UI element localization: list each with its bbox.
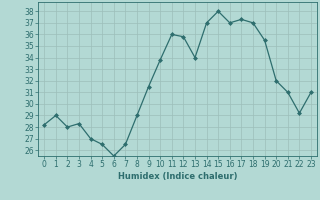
- X-axis label: Humidex (Indice chaleur): Humidex (Indice chaleur): [118, 172, 237, 181]
